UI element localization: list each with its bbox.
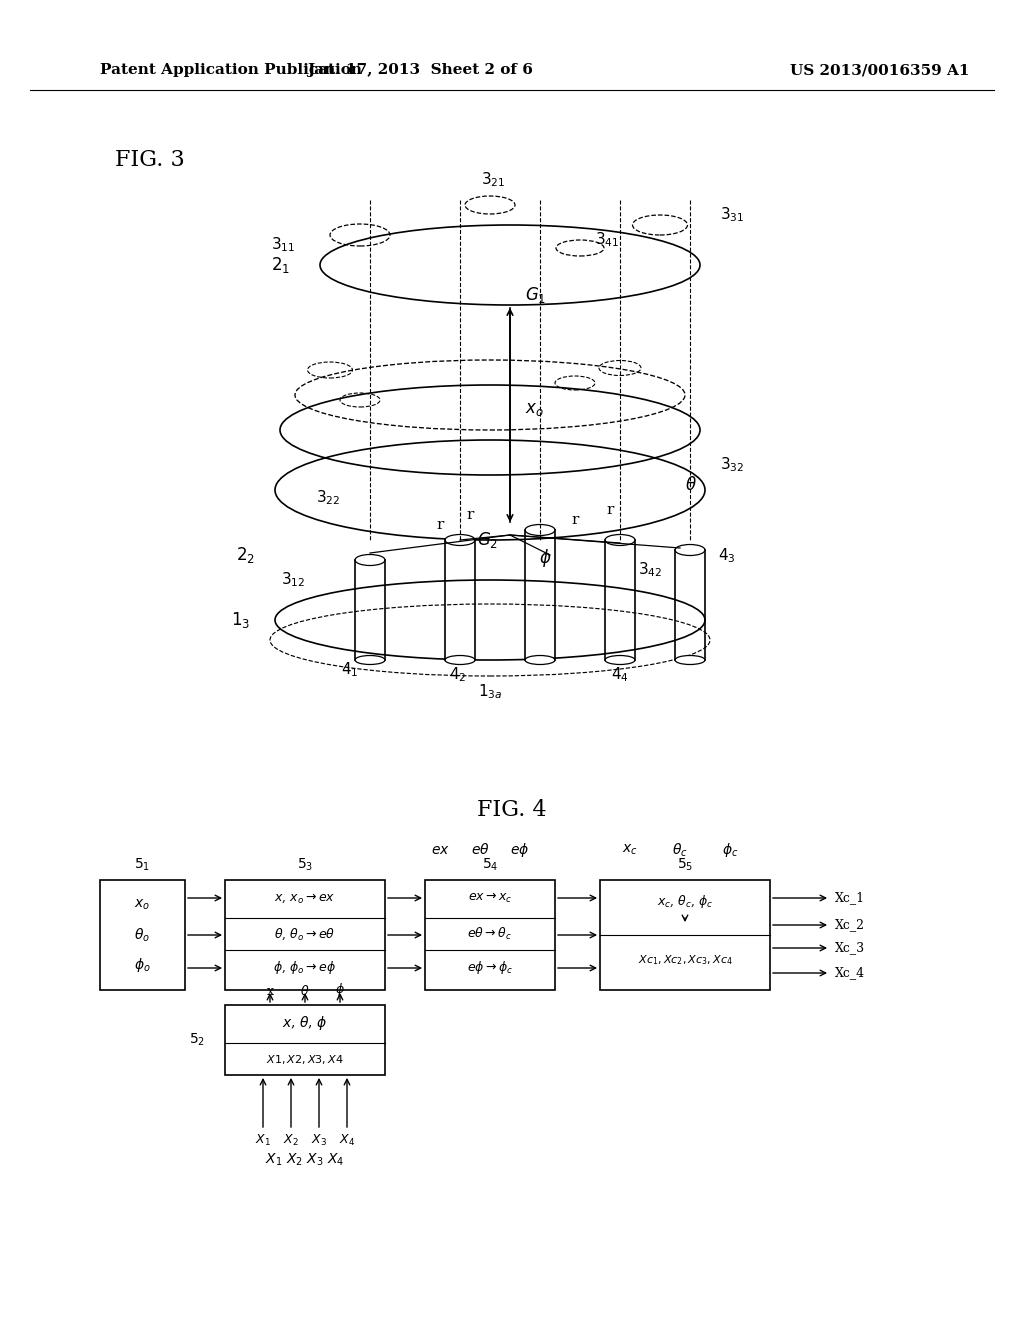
- Ellipse shape: [445, 535, 475, 545]
- Text: $5_3$: $5_3$: [297, 857, 313, 874]
- Text: $1_3$: $1_3$: [230, 610, 250, 630]
- Text: $Xc_1, Xc_2, Xc_3, Xc_4$: $Xc_1, Xc_2, Xc_3, Xc_4$: [638, 953, 732, 966]
- Text: r: r: [466, 508, 474, 521]
- Text: $3_{41}$: $3_{41}$: [595, 231, 620, 249]
- Ellipse shape: [675, 544, 705, 556]
- Ellipse shape: [525, 656, 555, 664]
- Text: Xc_4: Xc_4: [835, 966, 865, 979]
- Text: $5_1$: $5_1$: [134, 857, 151, 874]
- Text: $\phi$: $\phi$: [539, 546, 551, 569]
- Ellipse shape: [605, 656, 635, 664]
- Ellipse shape: [525, 524, 555, 536]
- FancyBboxPatch shape: [225, 1005, 385, 1074]
- FancyBboxPatch shape: [425, 880, 555, 990]
- Text: US 2013/0016359 A1: US 2013/0016359 A1: [791, 63, 970, 77]
- Text: $\theta$: $\theta$: [300, 983, 309, 998]
- Text: $G_1$: $G_1$: [525, 285, 546, 305]
- Text: $3_{31}$: $3_{31}$: [720, 206, 744, 224]
- Text: $4_1$: $4_1$: [341, 660, 358, 678]
- Text: Jan. 17, 2013  Sheet 2 of 6: Jan. 17, 2013 Sheet 2 of 6: [307, 63, 532, 77]
- Text: $3_{42}$: $3_{42}$: [638, 561, 663, 579]
- Text: $e\theta$$\rightarrow$$\theta_c$: $e\theta$$\rightarrow$$\theta_c$: [468, 925, 512, 942]
- FancyBboxPatch shape: [225, 880, 385, 990]
- Text: $X_3$: $X_3$: [311, 1133, 327, 1147]
- Ellipse shape: [675, 656, 705, 664]
- Text: $3_{11}$: $3_{11}$: [270, 236, 295, 255]
- Text: $G_2$: $G_2$: [477, 531, 498, 550]
- Ellipse shape: [355, 656, 385, 664]
- Text: $5_5$: $5_5$: [677, 857, 693, 874]
- Text: $\phi$: $\phi$: [335, 981, 345, 998]
- Text: $4_4$: $4_4$: [611, 665, 629, 684]
- Ellipse shape: [355, 554, 385, 565]
- Ellipse shape: [445, 656, 475, 664]
- Text: $3_{32}$: $3_{32}$: [720, 455, 744, 474]
- Text: $ex$: $ex$: [430, 843, 450, 857]
- Text: $5_4$: $5_4$: [481, 857, 499, 874]
- Text: $\phi_o$: $\phi_o$: [134, 956, 151, 974]
- Text: x: x: [266, 985, 273, 998]
- Text: $x_o$: $x_o$: [525, 401, 544, 418]
- Text: $e\theta$: $e\theta$: [471, 842, 489, 858]
- Text: $1_{3a}$: $1_{3a}$: [478, 682, 502, 701]
- Text: r: r: [606, 503, 613, 517]
- Text: $x$, $x_o$$\rightarrow$$ex$: $x$, $x_o$$\rightarrow$$ex$: [274, 891, 336, 904]
- Text: r: r: [436, 517, 443, 532]
- Text: $x$, $\theta$, $\phi$: $x$, $\theta$, $\phi$: [283, 1014, 328, 1032]
- Text: FIG. 4: FIG. 4: [477, 799, 547, 821]
- Text: $x_c$: $x_c$: [623, 842, 638, 857]
- Text: $4_3$: $4_3$: [718, 546, 735, 565]
- Text: $\theta$: $\theta$: [685, 477, 697, 494]
- Ellipse shape: [605, 535, 635, 545]
- Text: $5_2$: $5_2$: [188, 1032, 205, 1048]
- Text: $X_2$: $X_2$: [284, 1133, 299, 1147]
- Text: $X1, X2, X3, X4$: $X1, X2, X3, X4$: [266, 1052, 344, 1065]
- Text: Patent Application Publication: Patent Application Publication: [100, 63, 362, 77]
- Text: $3_{12}$: $3_{12}$: [281, 570, 305, 589]
- Text: Xc_3: Xc_3: [835, 941, 865, 954]
- Text: $e\phi$: $e\phi$: [510, 841, 529, 859]
- Text: $x_o$: $x_o$: [134, 898, 151, 912]
- Text: $\phi$, $\phi_o$$\rightarrow$$e\phi$: $\phi$, $\phi_o$$\rightarrow$$e\phi$: [273, 960, 337, 977]
- Text: $\theta$, $\theta_o$$\rightarrow$$e\theta$: $\theta$, $\theta_o$$\rightarrow$$e\thet…: [274, 927, 336, 941]
- Text: $\theta_c$: $\theta_c$: [672, 841, 688, 859]
- Text: $X_1$ $X_2$ $X_3$ $X_4$: $X_1$ $X_2$ $X_3$ $X_4$: [265, 1152, 344, 1168]
- Text: $4_2$: $4_2$: [450, 665, 467, 684]
- Text: r: r: [571, 513, 579, 527]
- FancyBboxPatch shape: [600, 880, 770, 990]
- Text: $2_1$: $2_1$: [271, 255, 290, 275]
- Text: $x_c$, $\theta_c$, $\phi_c$: $x_c$, $\theta_c$, $\phi_c$: [656, 894, 714, 911]
- Text: $e\phi$$\rightarrow$$\phi_c$: $e\phi$$\rightarrow$$\phi_c$: [467, 960, 513, 977]
- Text: $3_{22}$: $3_{22}$: [315, 488, 340, 507]
- Text: FIG. 3: FIG. 3: [115, 149, 184, 172]
- Text: $X_1$: $X_1$: [255, 1133, 271, 1147]
- Text: $\phi_c$: $\phi_c$: [722, 841, 738, 859]
- Text: $ex$$\rightarrow$$x_c$: $ex$$\rightarrow$$x_c$: [468, 891, 512, 906]
- Text: Xc_1: Xc_1: [835, 891, 865, 904]
- FancyBboxPatch shape: [100, 880, 185, 990]
- Text: $3_{21}$: $3_{21}$: [481, 170, 505, 189]
- Text: $\theta_o$: $\theta_o$: [134, 927, 151, 944]
- Text: $2_2$: $2_2$: [236, 545, 255, 565]
- Text: $X_4$: $X_4$: [339, 1133, 355, 1147]
- Text: Xc_2: Xc_2: [835, 919, 865, 932]
